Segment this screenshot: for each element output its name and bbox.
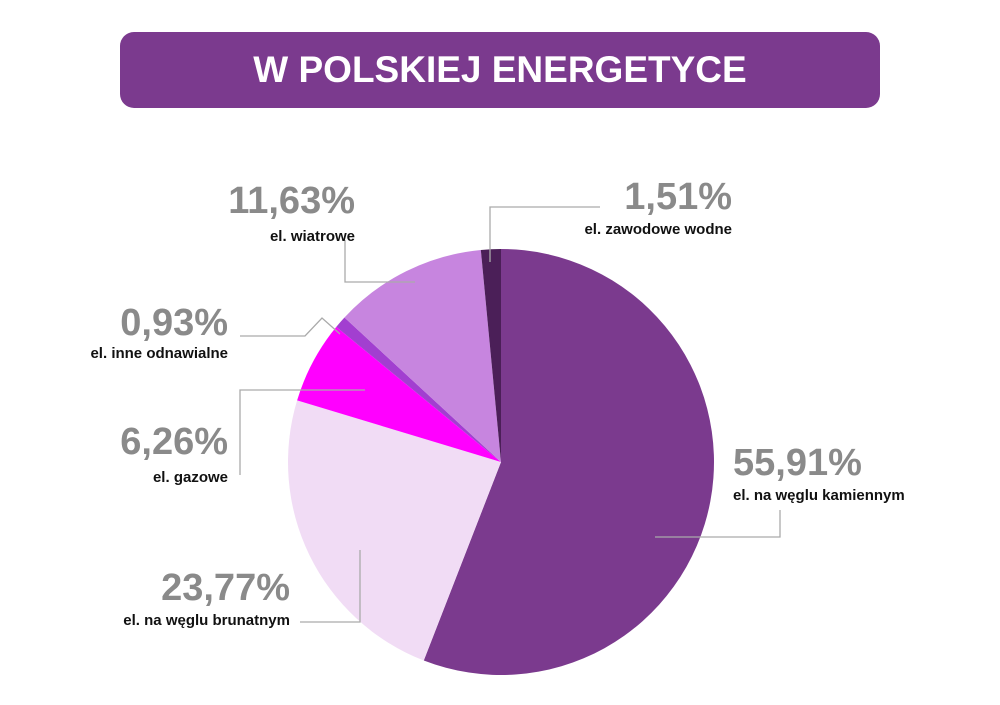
pie-slice [288, 400, 501, 661]
chart-title: W POLSKIEJ ENERGETYCE [253, 49, 746, 90]
value-label: 11,63% [228, 180, 355, 222]
category-label: el. inne odnawialne [90, 345, 228, 362]
value-label: 55,91% [733, 442, 862, 484]
leader-line [240, 317, 341, 337]
pie-slice [336, 317, 501, 462]
leader-line [300, 550, 361, 623]
value-label: 0,93% [120, 302, 228, 344]
category-label: el. zawodowe wodne [584, 221, 732, 238]
value-label: 1,51% [624, 176, 732, 218]
pie [288, 249, 715, 676]
category-label: el. na węglu brunatnym [123, 612, 290, 629]
category-label: el. na węglu kamiennym [733, 487, 905, 504]
value-label: 6,26% [120, 421, 228, 463]
title-box [120, 32, 880, 108]
category-label: el. gazowe [153, 469, 228, 486]
value-label: 23,77% [161, 567, 290, 609]
leader-line [655, 510, 781, 538]
pie-slice [423, 249, 715, 676]
category-label: el. wiatrowe [270, 228, 355, 245]
leader-line [489, 206, 600, 262]
pie-slice [480, 249, 501, 462]
pie-slice [297, 326, 501, 462]
pie-slice [344, 249, 501, 462]
leader-lines [239, 206, 781, 623]
leader-line [239, 389, 365, 475]
leader-line [344, 240, 415, 283]
